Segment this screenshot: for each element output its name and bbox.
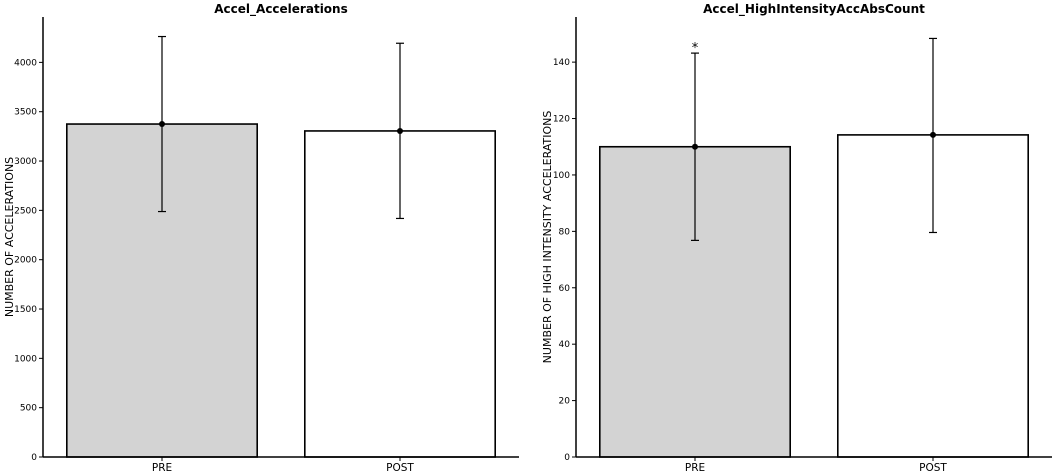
y-tick-label: 140 [553,58,570,68]
chart-title: Accel_HighIntensityAccAbsCount [703,2,925,17]
y-axis-label: NUMBER OF HIGH INTENSITY ACCELERATIONS [541,111,554,364]
mean-point-pre [159,121,165,128]
y-tick-label: 60 [559,284,571,294]
y-axis-label: NUMBER OF ACCELERATIONS [3,157,16,317]
y-tick-label: 100 [553,171,570,181]
y-tick-label: 3000 [14,157,37,167]
mean-point-post [930,131,936,138]
y-tick-label: 4000 [14,58,37,68]
y-tick-label: 2000 [14,256,37,266]
mean-point-pre [692,143,698,150]
chart-high-intensity-accelerations: Accel_HighIntensityAccAbsCount NUMBER OF … [541,2,1052,473]
x-tick-label: PRE [685,462,705,473]
chart-accel-accelerations: Accel_Accelerations NUMBER OF ACCELERATIO… [3,2,519,473]
chart-title: Accel_Accelerations [214,2,347,17]
x-tick-label: POST [386,462,414,473]
y-tick-label: 120 [553,115,570,125]
y-tick-label: 1500 [14,305,37,315]
x-tick-label: PRE [152,462,172,473]
y-tick-label: 80 [559,227,571,237]
y-tick-label: 40 [559,340,571,350]
y-tick-label: 20 [559,397,571,407]
y-tick-label: 0 [31,453,37,463]
significance-marker: * [692,41,699,56]
mean-point-post [397,127,403,134]
y-tick-label: 500 [20,404,37,414]
y-tick-label: 1000 [14,354,37,364]
x-tick-label: POST [919,462,947,473]
y-tick-label: 0 [564,453,570,463]
y-tick-label: 3500 [14,108,37,118]
y-tick-label: 2500 [14,206,37,216]
